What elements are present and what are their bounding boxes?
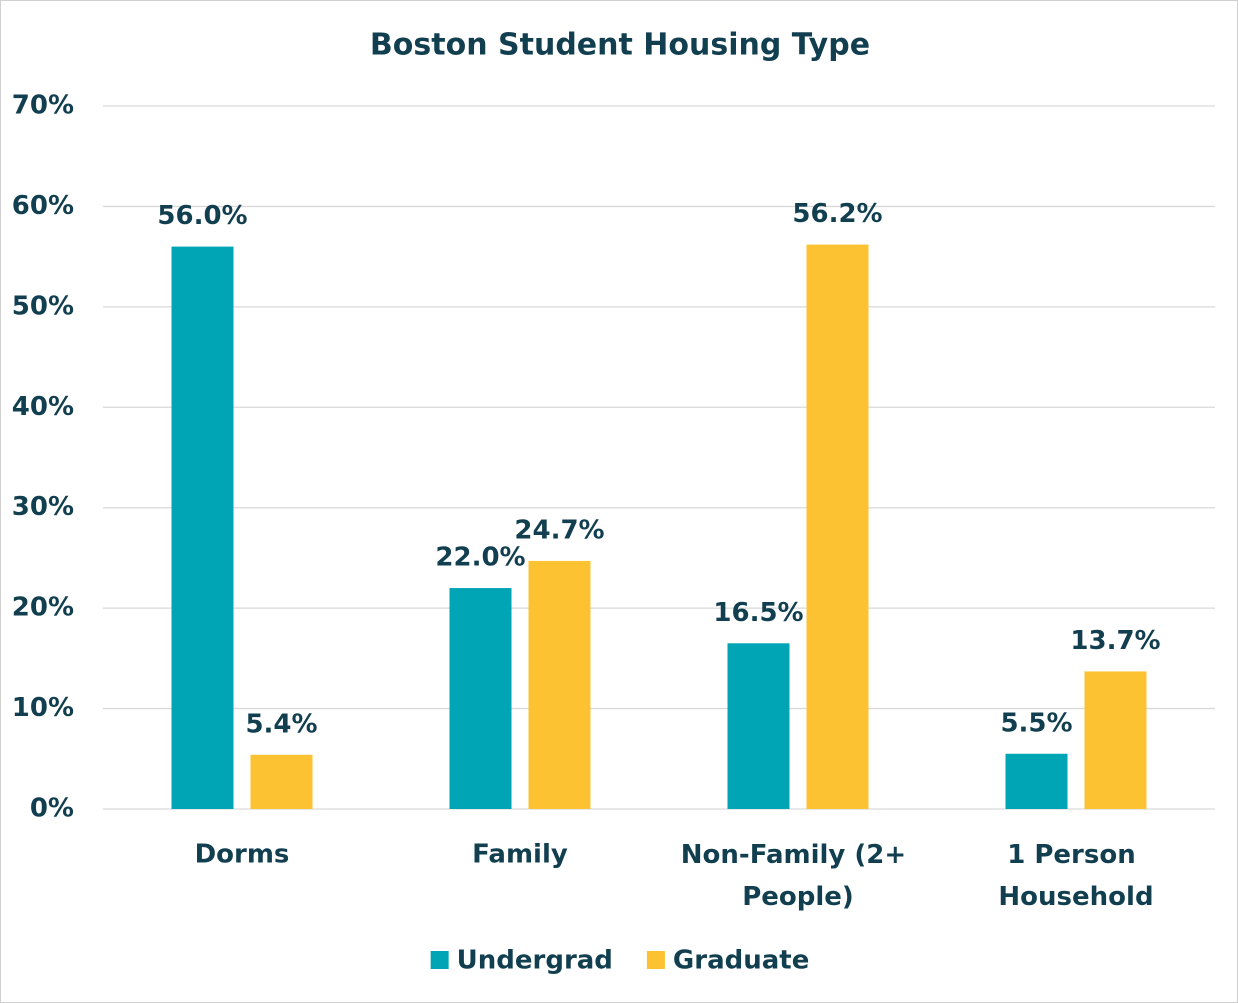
data-label: 24.7% — [514, 515, 604, 545]
data-label: 56.0% — [157, 201, 247, 231]
data-label: 5.5% — [1000, 708, 1072, 738]
bar — [250, 754, 313, 809]
y-tick-label: 0% — [30, 794, 74, 824]
y-tick-label: 50% — [12, 291, 74, 321]
data-label: 56.2% — [792, 199, 882, 229]
legend-swatch — [646, 951, 665, 969]
y-tick-label: 40% — [12, 392, 74, 422]
data-label: 16.5% — [713, 598, 803, 628]
y-tick-label: 20% — [12, 593, 74, 623]
y-tick-label: 60% — [12, 191, 74, 221]
x-tick-label: Non-Family (2+ People) — [681, 840, 915, 912]
legend-label: Graduate — [673, 946, 809, 976]
y-tick-label: 10% — [12, 693, 74, 723]
bar — [727, 643, 790, 809]
data-label: 13.7% — [1070, 626, 1160, 656]
bar — [171, 246, 234, 810]
x-tick-label: Family — [472, 840, 568, 870]
bar — [806, 244, 869, 809]
x-tick-label: Dorms — [195, 840, 290, 870]
legend-label: Undergrad — [457, 946, 613, 976]
legend-swatch — [430, 951, 449, 969]
data-label: 22.0% — [435, 543, 525, 573]
x-tick-label: 1 Person Household — [998, 840, 1153, 912]
bar — [1005, 753, 1068, 809]
bar — [528, 560, 591, 809]
data-label: 5.4% — [245, 709, 317, 739]
bar — [449, 588, 512, 809]
bar — [1084, 671, 1147, 809]
chart-title: Boston Student Housing Type — [370, 28, 870, 63]
y-tick-label: 30% — [12, 492, 74, 522]
y-tick-label: 70% — [12, 91, 74, 121]
